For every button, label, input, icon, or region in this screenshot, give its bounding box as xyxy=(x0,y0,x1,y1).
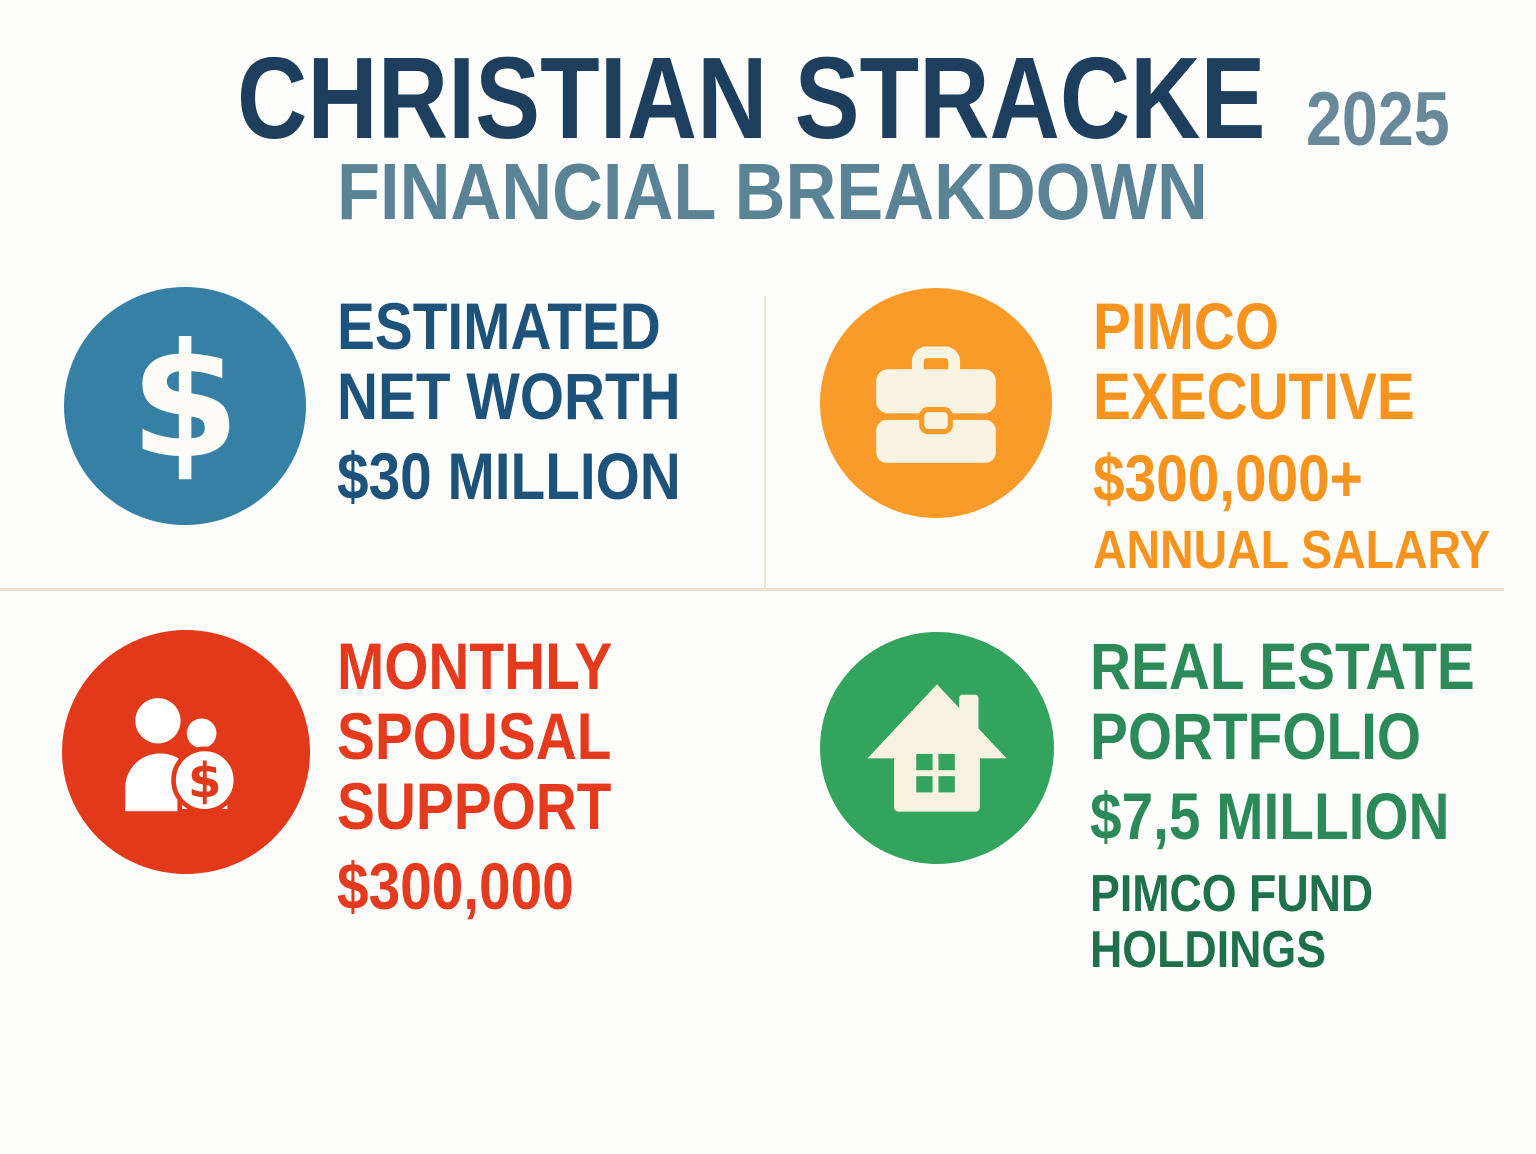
salary-line: EXECUTIVE xyxy=(1093,358,1415,433)
dollar-sign-icon: $ xyxy=(130,310,240,494)
salary-circle xyxy=(820,288,1052,518)
real-estate-subvalue: PIMCO FUND HOLDINGS xyxy=(1090,866,1475,978)
coin-dollar-glyph: $ xyxy=(188,753,222,809)
page-title: CHRISTIAN STRACKE xyxy=(237,33,1266,163)
real-estate-circle xyxy=(820,632,1054,864)
net-worth-value: $30 MILLION xyxy=(337,438,681,513)
salary-text: PIMCO EXECUTIVE $300,000+ ANNUAL SALARY xyxy=(1093,289,1491,580)
net-worth-line: ESTIMATED xyxy=(337,289,661,363)
vertical-divider xyxy=(764,296,766,588)
net-worth-circle: $ xyxy=(64,287,306,525)
real-estate-value: $7,5 MILLION xyxy=(1090,778,1450,853)
salary-value: $300,000+ xyxy=(1093,440,1363,515)
net-worth-text: ESTIMATED NET WORTH $30 MILLION xyxy=(337,289,681,513)
horizontal-divider xyxy=(0,588,1504,591)
briefcase-icon xyxy=(876,346,996,463)
spousal-text: MONTHLY SPOUSAL SUPPORT $300,000 xyxy=(337,629,613,923)
real-estate-subvalue-line: HOLDINGS xyxy=(1090,921,1327,980)
spousal-value: $300,000 xyxy=(337,848,574,923)
real-estate-text: REAL ESTATE PORTFOLIO $7,5 MILLION PIMCO… xyxy=(1090,629,1475,978)
salary-subvalue: ANNUAL SALARY xyxy=(1093,519,1491,580)
page-subtitle: FINANCIAL BREAKDOWN xyxy=(337,147,1208,236)
people-dollar-icon: $ xyxy=(125,698,239,814)
spousal-line: MONTHLY xyxy=(337,629,613,703)
real-estate-line: PORTFOLIO xyxy=(1090,698,1422,773)
net-worth-line: NET WORTH xyxy=(337,358,681,433)
spousal-circle: $ xyxy=(62,630,310,874)
real-estate-subvalue-line: PIMCO FUND xyxy=(1090,864,1374,923)
real-estate-line: REAL ESTATE xyxy=(1090,629,1475,703)
house-icon xyxy=(867,684,1007,812)
spousal-line: SUPPORT xyxy=(337,768,612,843)
spousal-line: SPOUSAL xyxy=(337,698,612,773)
year-label: 2025 xyxy=(1306,77,1450,162)
salary-line: PIMCO xyxy=(1093,289,1280,363)
